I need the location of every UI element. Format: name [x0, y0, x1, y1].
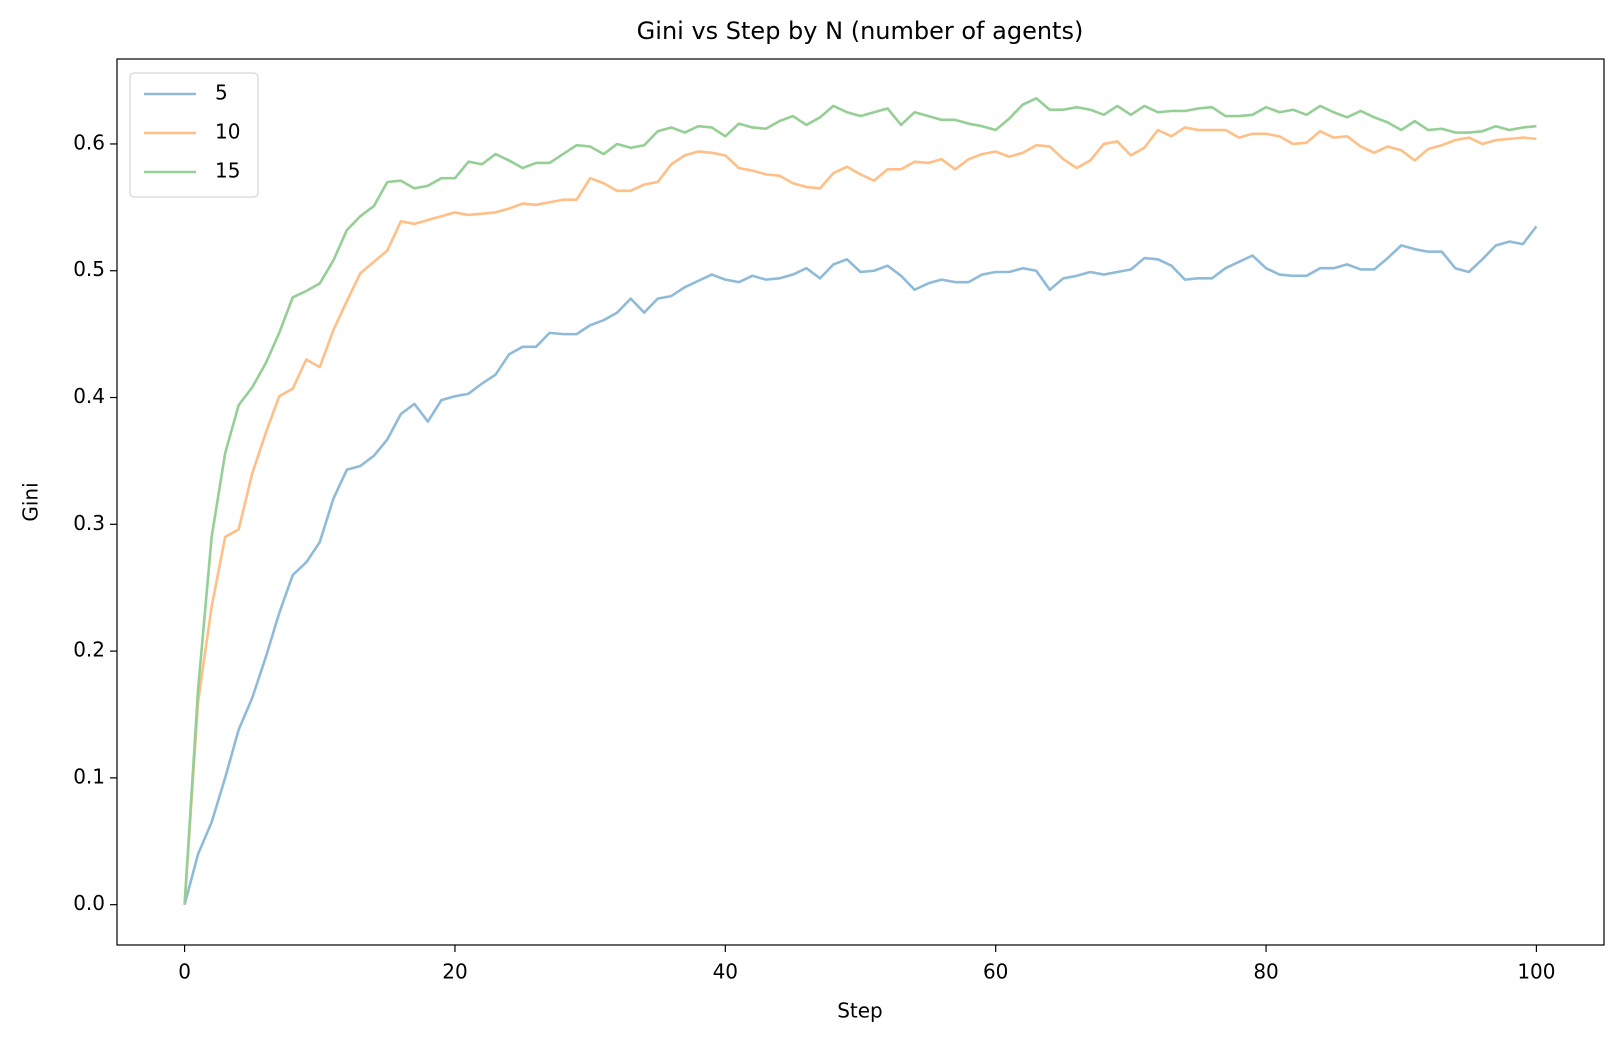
legend-label: 5 — [215, 81, 228, 105]
y-axis-label: Gini — [19, 482, 43, 521]
legend-box — [129, 72, 259, 198]
x-tick-label: 20 — [442, 960, 467, 984]
x-tick-label: 40 — [713, 960, 738, 984]
axes-frame — [116, 58, 1605, 946]
legend-label: 10 — [215, 120, 240, 144]
chart-title: Gini vs Step by N (number of agents) — [637, 17, 1084, 45]
y-tick-label: 0.6 — [73, 130, 105, 154]
x-axis-label: Step — [837, 999, 883, 1023]
series-line — [183, 126, 1537, 905]
x-tick-label: 0 — [178, 960, 191, 984]
y-tick-label: 0.3 — [73, 511, 105, 535]
x-tick-label: 100 — [1517, 960, 1555, 984]
y-tick-label: 0.4 — [73, 384, 105, 408]
y-tick-label: 0.1 — [73, 764, 105, 788]
x-tick-label: 60 — [983, 960, 1008, 984]
y-tick-label: 0.0 — [73, 891, 105, 915]
y-tick-label: 0.5 — [73, 257, 105, 281]
y-tick-label: 0.2 — [73, 638, 105, 662]
series-line — [183, 225, 1538, 906]
series-line — [183, 97, 1537, 905]
legend-label: 15 — [215, 159, 240, 183]
x-tick-label: 80 — [1253, 960, 1278, 984]
